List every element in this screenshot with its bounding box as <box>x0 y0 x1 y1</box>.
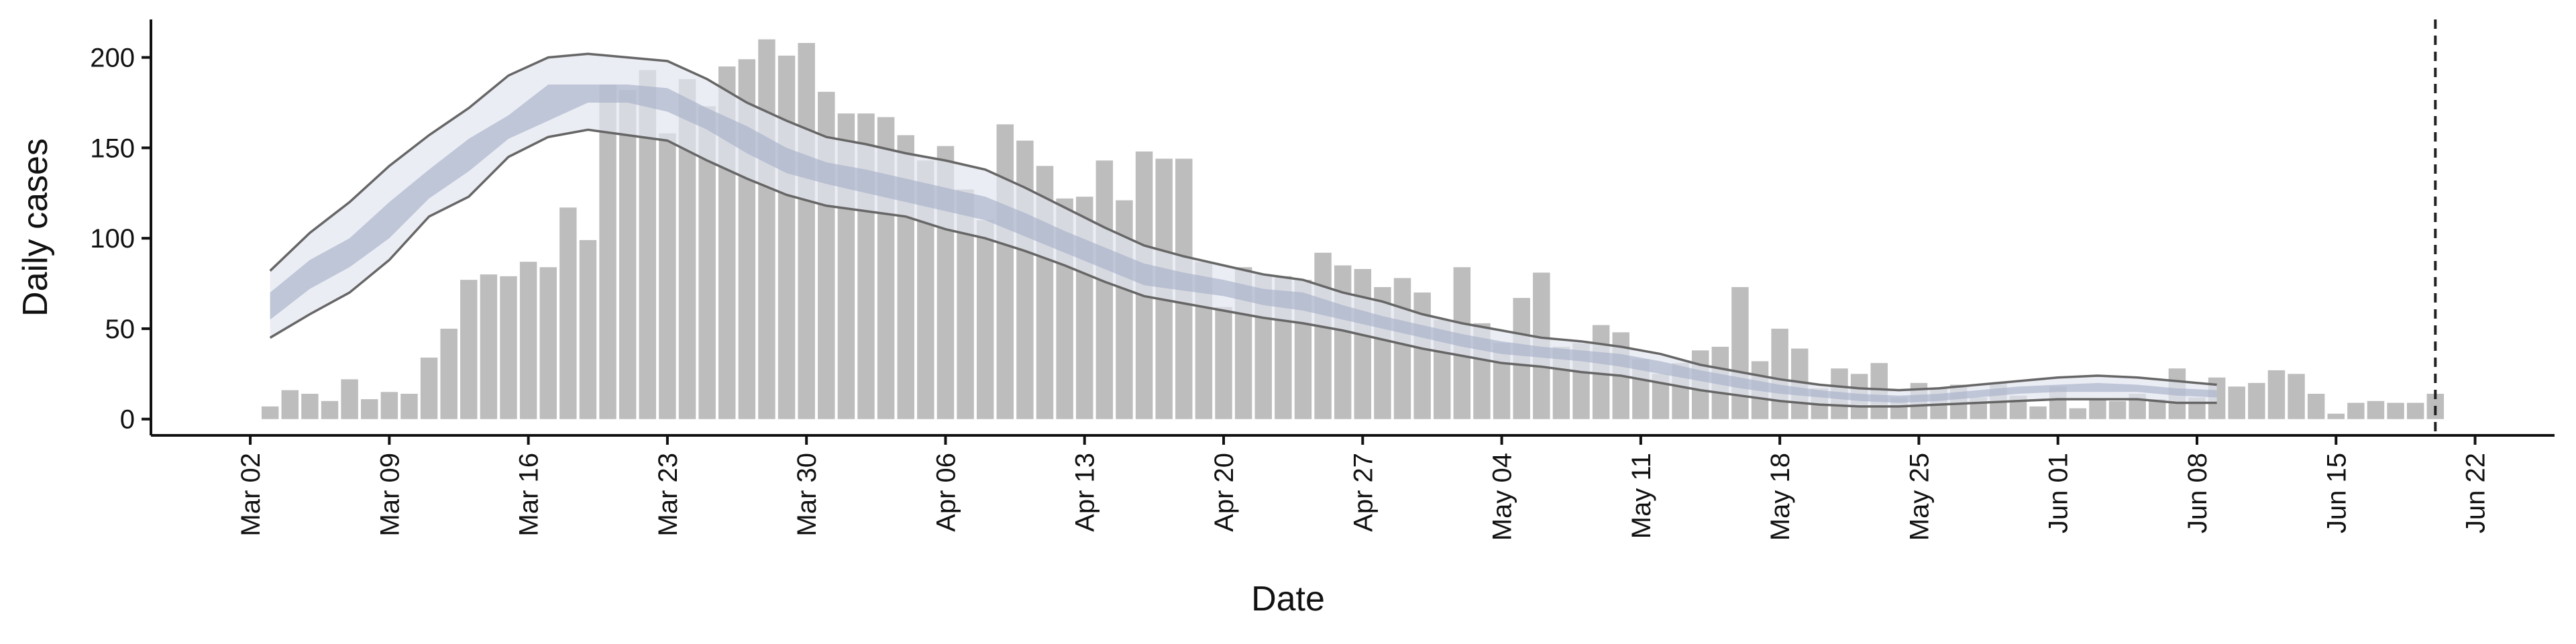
bar <box>480 274 498 419</box>
x-tick-label: May 11 <box>1627 453 1656 539</box>
bar <box>599 85 616 419</box>
bar <box>281 390 299 419</box>
bar <box>976 220 994 419</box>
x-tick-label: Mar 23 <box>653 453 683 537</box>
bar <box>1731 286 1749 419</box>
bar <box>2387 402 2404 419</box>
bar <box>519 262 537 419</box>
band-edge <box>269 128 2217 408</box>
x-tick-label: Apr 27 <box>1348 453 1378 532</box>
x-tick-label: May 04 <box>1488 453 1517 541</box>
bar <box>380 392 398 419</box>
bar <box>659 133 676 419</box>
x-tick-label: Jun 15 <box>2322 453 2351 533</box>
bar <box>400 394 418 419</box>
bar <box>440 328 458 419</box>
bar <box>1334 265 1352 419</box>
x-tick-label: Mar 16 <box>515 453 544 537</box>
bar <box>2327 413 2345 419</box>
bar <box>1393 278 1411 419</box>
bar <box>798 43 815 419</box>
bar <box>2248 382 2265 419</box>
y-tick-label: 150 <box>90 133 135 163</box>
bar <box>1771 328 1788 419</box>
bar <box>1354 269 1372 419</box>
bar <box>2267 370 2286 419</box>
x-tick-label: May 25 <box>1904 453 1934 541</box>
bar <box>1314 252 1332 419</box>
bar <box>1016 140 1034 419</box>
bar <box>579 239 597 419</box>
bar <box>2367 400 2385 419</box>
bar <box>2288 374 2305 419</box>
bar <box>2307 394 2325 419</box>
bar <box>2347 402 2365 419</box>
bar <box>539 267 557 419</box>
bar <box>261 406 279 419</box>
bar <box>559 207 577 419</box>
bar <box>321 400 339 419</box>
x-tick-label: Mar 30 <box>792 453 822 537</box>
bar <box>420 358 438 419</box>
bar <box>758 39 775 419</box>
bar <box>2029 406 2047 419</box>
bar <box>460 280 478 419</box>
bar <box>2089 399 2106 419</box>
x-tick-label: Jun 22 <box>2461 453 2491 533</box>
bar <box>1095 160 1114 419</box>
y-tick-label: 100 <box>90 224 135 254</box>
x-tick-label: Apr 06 <box>931 453 961 532</box>
x-tick-label: Mar 02 <box>236 453 266 537</box>
x-tick-label: Jun 08 <box>2183 453 2212 533</box>
bar <box>619 90 637 419</box>
bar <box>341 379 358 419</box>
x-tick-label: Apr 13 <box>1071 453 1100 532</box>
bar <box>301 394 319 419</box>
x-tick-label: Apr 20 <box>1210 453 1239 532</box>
y-tick-label: 200 <box>90 44 135 73</box>
x-axis-title: Date <box>1251 580 1325 619</box>
bar <box>2406 402 2424 419</box>
y-axis-title: Daily cases <box>16 138 55 317</box>
bar <box>777 55 796 419</box>
bar <box>996 124 1014 419</box>
y-tick-label: 50 <box>105 315 136 344</box>
x-tick-label: May 18 <box>1766 453 1795 541</box>
band-edge <box>269 52 2217 392</box>
bar <box>2228 386 2245 419</box>
bar <box>500 276 517 419</box>
x-tick-label: Mar 09 <box>375 453 405 537</box>
y-tick-label: 0 <box>120 405 135 435</box>
bar <box>360 399 378 419</box>
bar <box>2069 408 2087 419</box>
bar <box>2108 400 2127 419</box>
x-tick-label: Jun 01 <box>2044 453 2074 533</box>
bar <box>1215 307 1232 419</box>
